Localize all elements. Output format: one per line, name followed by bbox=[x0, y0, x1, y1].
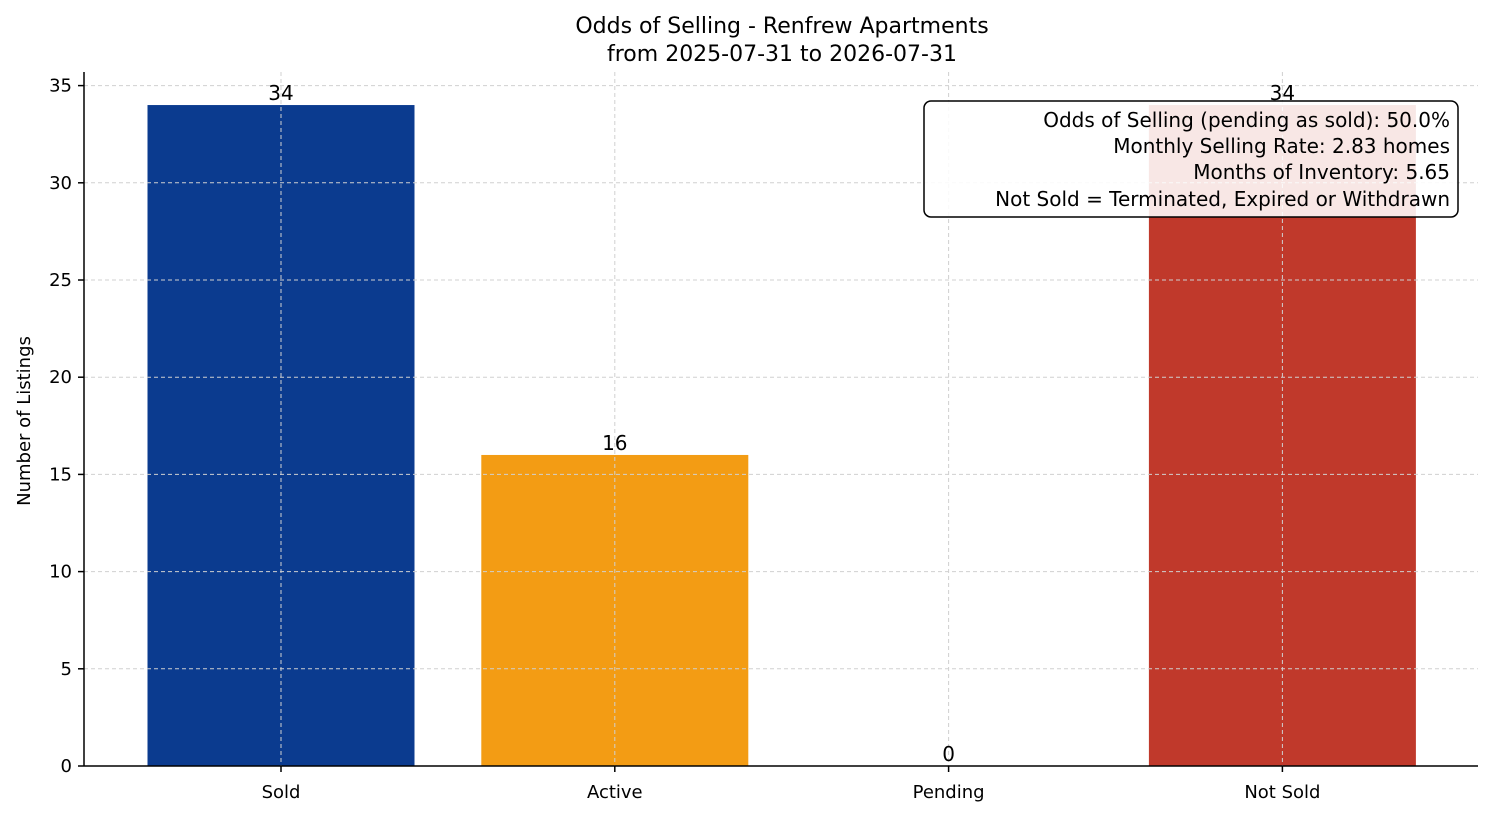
x-tick-label: Active bbox=[587, 782, 643, 803]
y-tick-label: 5 bbox=[61, 659, 72, 680]
y-tick-label: 20 bbox=[49, 367, 72, 388]
ticks: 0 5 10 15 20 25 30 35 Sold Active Pending Not Sold bbox=[49, 76, 1320, 803]
x-tick-label: Not Sold bbox=[1244, 782, 1320, 803]
y-tick-label: 25 bbox=[49, 270, 72, 291]
annotation-line-odds: Odds of Selling (pending as sold): 50.0% bbox=[1043, 108, 1450, 132]
annotation-line-definition: Not Sold = Terminated, Expired or Withdr… bbox=[995, 187, 1450, 211]
annotation-line-rate: Monthly Selling Rate: 2.83 homes bbox=[1113, 134, 1450, 158]
y-tick-label: 0 bbox=[61, 756, 72, 777]
y-tick-label: 35 bbox=[49, 76, 72, 97]
y-axis-label: Number of Listings bbox=[14, 336, 35, 506]
annotation-frame bbox=[923, 100, 1459, 218]
bar-sold bbox=[147, 105, 415, 767]
y-tick-label: 15 bbox=[49, 464, 72, 485]
annotation-line-inventory: Months of Inventory: 5.65 bbox=[1193, 160, 1450, 184]
bar-value-label: 0 bbox=[942, 742, 955, 766]
x-tick-label: Pending bbox=[913, 782, 985, 803]
chart-title: Odds of Selling - Renfrew Apartments bbox=[575, 14, 988, 39]
annotation-box: Odds of Selling (pending as sold): 50.0%… bbox=[923, 100, 1459, 218]
chart-subtitle: from 2025-07-31 to 2026-07-31 bbox=[607, 42, 957, 67]
bar-value-label: 16 bbox=[602, 431, 627, 455]
axes bbox=[83, 72, 1478, 767]
grid bbox=[84, 72, 1478, 766]
bar-value-label: 34 bbox=[268, 81, 293, 105]
y-tick-label: 30 bbox=[49, 173, 72, 194]
x-tick-label: Sold bbox=[262, 782, 301, 803]
y-tick-label: 10 bbox=[49, 562, 72, 583]
